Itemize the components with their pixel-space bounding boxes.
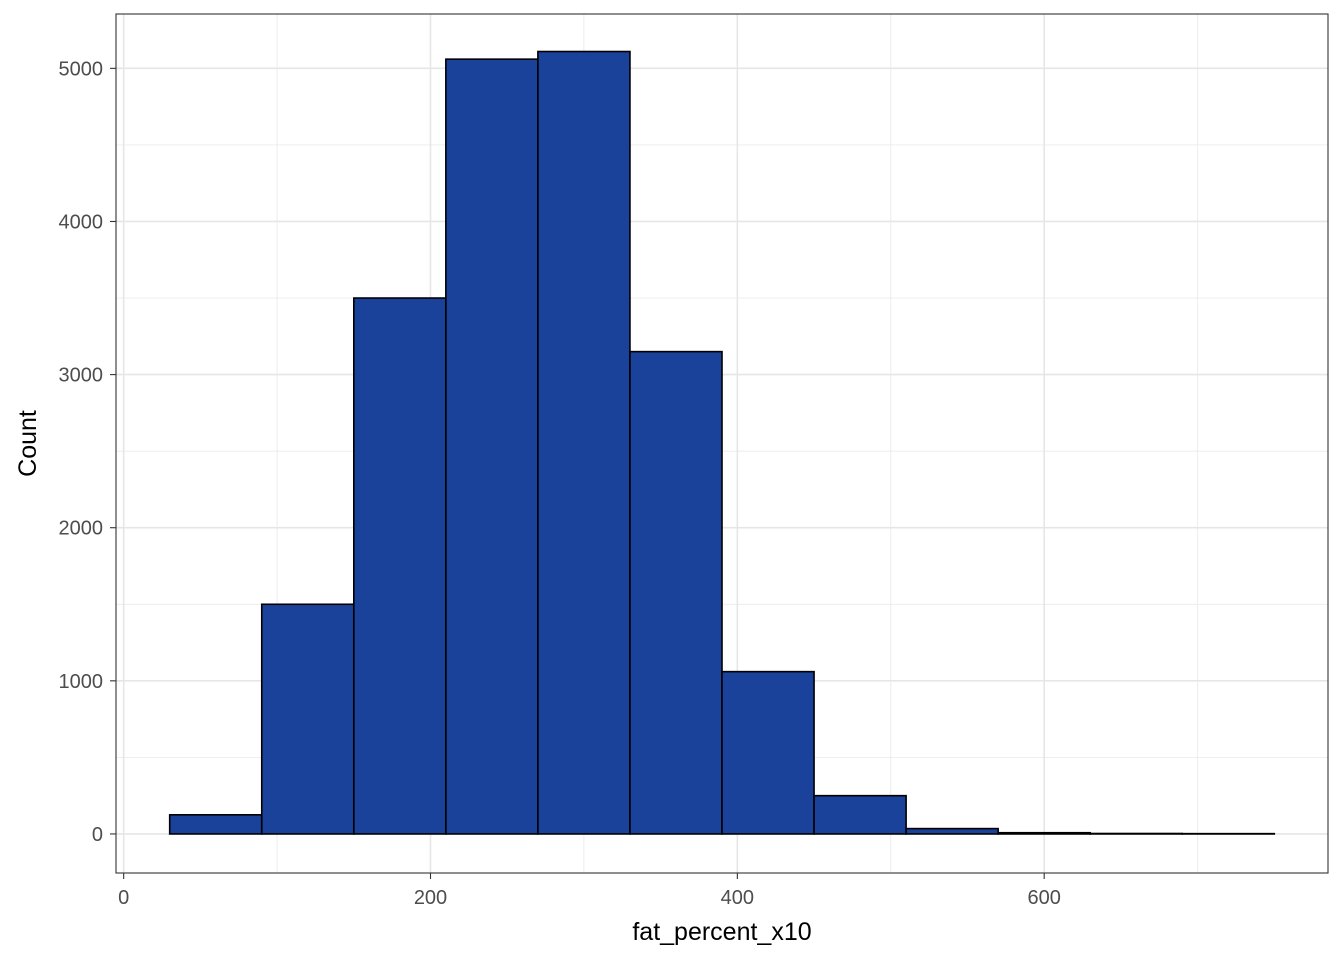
x-tick-label: 0 [118, 887, 129, 909]
y-tick-label: 4000 [59, 211, 104, 233]
y-tick-label: 0 [92, 824, 103, 846]
histogram-bars [168, 50, 1276, 835]
y-tick-label: 5000 [59, 58, 104, 80]
histogram-bar [260, 603, 355, 835]
histogram-bar [813, 794, 907, 835]
histogram-bar [629, 350, 723, 835]
histogram-bar [997, 831, 1092, 835]
y-axis-ticks: 0 1000 2000 3000 4000 5000 [59, 58, 116, 846]
histogram-bar [537, 50, 631, 835]
y-tick-label: 2000 [59, 518, 104, 540]
histogram-bar [445, 58, 539, 835]
histogram-bar [721, 670, 815, 835]
y-tick-label: 1000 [59, 671, 104, 693]
plot-border [115, 13, 1329, 874]
x-tick-label: 400 [721, 887, 754, 909]
x-tick-label: 600 [1027, 887, 1060, 909]
histogram-bar [352, 297, 447, 835]
x-tick-label: 200 [414, 887, 447, 909]
y-axis-title: Count [14, 410, 42, 477]
y-tick-label: 3000 [59, 365, 104, 387]
x-axis-ticks: 0 200 400 600 [118, 873, 1061, 909]
x-axis-title: fat_percent_x10 [632, 918, 811, 946]
histogram-bar [168, 814, 263, 835]
histogram-bar [905, 827, 999, 835]
